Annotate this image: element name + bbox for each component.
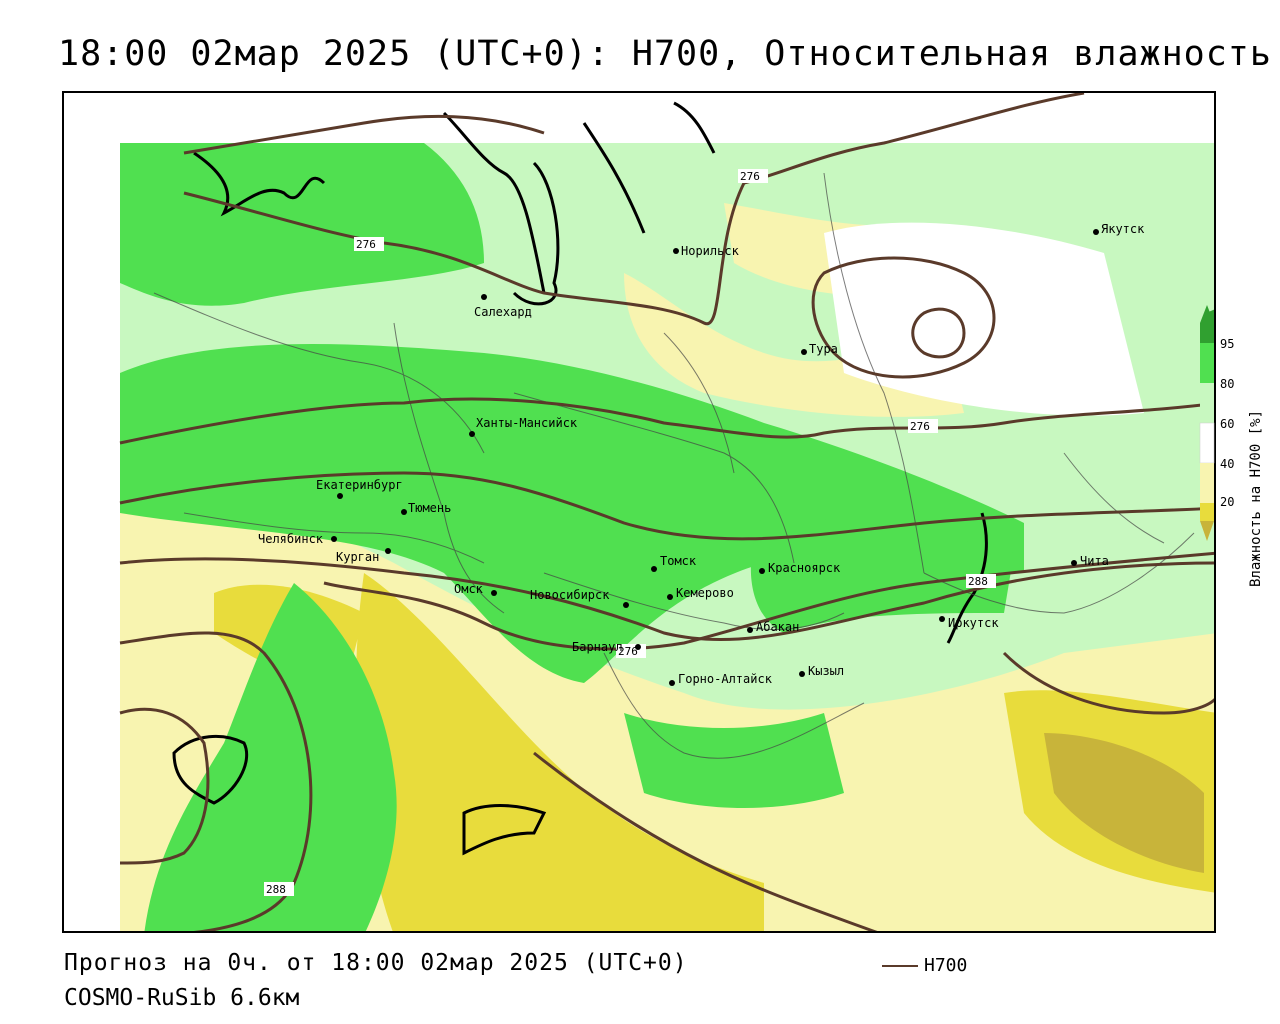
contour-label: 276: [354, 237, 384, 251]
svg-text:Красноярск: Красноярск: [768, 561, 841, 575]
svg-text:276: 276: [740, 170, 760, 183]
city-tyumen[interactable]: Тюмень: [401, 501, 451, 515]
humidity-field-wet-altai: [624, 713, 844, 808]
svg-text:Салехард: Салехард: [474, 305, 532, 319]
h700-contours: [119, 93, 1214, 931]
humidity-field-very-dry-1: [355, 573, 764, 931]
humidity-field-wet-east: [750, 513, 1014, 633]
admin-borders: [153, 172, 1195, 759]
city-yekaterinburg[interactable]: Екатеринбург: [316, 478, 403, 499]
legend-tick: 40: [1220, 457, 1235, 471]
contour-label: 276: [738, 169, 768, 183]
forecast-info: Прогноз на 0ч. от 18:00 02мар 2025 (UTC+…: [64, 950, 688, 976]
svg-text:288: 288: [968, 575, 988, 588]
svg-text:Курган: Курган: [336, 550, 379, 564]
city-markers: Норильск Якутск Салехард Тура Ханты-Манс…: [258, 222, 1145, 686]
city-kurgan[interactable]: Курган: [336, 548, 391, 564]
legend-tick: 60: [1220, 417, 1235, 431]
legend-colorbar: [1199, 305, 1215, 541]
svg-text:276: 276: [910, 420, 930, 433]
svg-text:Ханты-Мансийск: Ханты-Мансийск: [476, 416, 578, 430]
city-abakan[interactable]: Абакан: [747, 620, 799, 634]
contour-line-swatch: [882, 964, 918, 967]
legend-tick: 20: [1220, 495, 1235, 509]
svg-text:288: 288: [266, 883, 286, 896]
svg-text:Новосибирск: Новосибирск: [530, 588, 610, 602]
city-gorno-altaysk[interactable]: Горно-Алтайск: [669, 672, 773, 686]
svg-text:Екатеринбург: Екатеринбург: [316, 478, 403, 492]
contour-label: 288: [966, 574, 996, 588]
svg-text:Тюмень: Тюмень: [408, 501, 451, 515]
svg-text:Иркутск: Иркутск: [948, 616, 999, 630]
domain-mask-left: [64, 93, 120, 931]
svg-text:Якутск: Якутск: [1101, 222, 1145, 236]
aral-sea-outline: [462, 804, 547, 856]
contour-288-middle: [323, 551, 1214, 651]
map-canvas: 276 276 276 276 288 288: [64, 93, 1214, 931]
legend-tick: 80: [1220, 377, 1235, 391]
contour-280: [119, 471, 1214, 541]
svg-text:Челябинск: Челябинск: [258, 532, 324, 546]
svg-text:Абакан: Абакан: [756, 620, 799, 634]
contour-288-southwest: [119, 631, 313, 931]
svg-text:Кызыл: Кызыл: [808, 664, 844, 678]
contour-272-east: [811, 256, 996, 379]
svg-text:Горно-Алтайск: Горно-Алтайск: [678, 672, 773, 686]
city-yakutsk[interactable]: Якутск: [1093, 222, 1145, 236]
caspian-sea-outline: [172, 734, 249, 805]
legend-tick: 95: [1220, 337, 1235, 351]
city-kemerovo[interactable]: Кемерово: [667, 586, 734, 600]
svg-text:Томск: Томск: [660, 554, 697, 568]
contour-284: [119, 557, 1214, 642]
contour-276-middle: [119, 397, 1214, 445]
svg-text:276: 276: [618, 645, 638, 658]
chart-title: 18:00 02мар 2025 (UTC+0): H700, Относите…: [58, 34, 1272, 74]
map-area[interactable]: 276 276 276 276 288 288: [62, 91, 1216, 933]
svg-text:Барнаул: Барнаул: [572, 640, 623, 654]
contour-292-west: [119, 707, 210, 865]
city-barnaul[interactable]: Барнаул: [572, 640, 641, 654]
city-chita[interactable]: Чита: [1071, 554, 1109, 568]
city-norilsk[interactable]: Норильск: [673, 244, 740, 258]
contour-label: 288: [664, 613, 694, 627]
city-tura[interactable]: Тура: [801, 342, 838, 356]
svg-text:Омск: Омск: [454, 582, 484, 596]
contour-series-label: H700: [924, 955, 968, 976]
svg-text:276: 276: [356, 238, 376, 251]
humidity-field-wet-band: [120, 344, 1024, 683]
city-kyzyl[interactable]: Кызыл: [799, 664, 844, 678]
model-name: COSMO-RuSib 6.6км: [64, 985, 300, 1011]
contour-label: 288: [264, 882, 294, 896]
legend-title: Влажность на H700 [%]: [1248, 409, 1264, 587]
color-legend: 95 80 60 40 20: [1198, 305, 1278, 595]
city-chelyabinsk[interactable]: Челябинск: [258, 532, 337, 546]
contour-292-south: [533, 751, 878, 931]
humidity-field-neutral-ne: [824, 222, 1144, 416]
city-tomsk[interactable]: Томск: [651, 554, 697, 572]
city-irkutsk[interactable]: Иркутск: [939, 616, 999, 630]
svg-text:Кемерово: Кемерово: [676, 586, 734, 600]
city-salekhard[interactable]: Салехард: [474, 294, 532, 319]
coastline: [193, 101, 716, 306]
contour-272-north: [183, 114, 545, 155]
city-novosibirsk[interactable]: Новосибирск: [530, 588, 629, 608]
humidity-field-wet-southwest: [144, 583, 397, 931]
city-krasnoyarsk[interactable]: Красноярск: [759, 561, 841, 575]
lake-baikal-outline: [946, 512, 988, 644]
contour-label: 276: [908, 419, 938, 433]
contour-268-east: [911, 307, 966, 359]
humidity-field-darkest-dry: [1044, 733, 1204, 873]
svg-text:Норильск: Норильск: [681, 244, 740, 258]
city-omsk[interactable]: Омск: [454, 582, 497, 596]
contour-series-legend: H700: [882, 955, 967, 976]
svg-text:Чита: Чита: [1080, 554, 1109, 568]
contour-288-southeast: [1002, 651, 1214, 715]
city-khanty-mansiysk[interactable]: Ханты-Мансийск: [469, 416, 578, 437]
svg-text:Тура: Тура: [809, 342, 838, 356]
